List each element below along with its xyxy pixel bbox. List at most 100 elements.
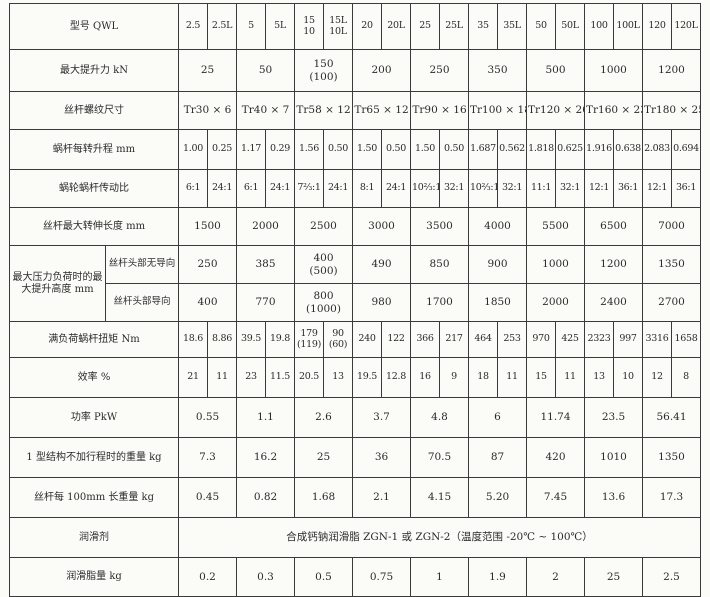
value-cell: 11 xyxy=(555,357,586,398)
value-cell: 2.083 xyxy=(642,129,673,170)
value-cell: 3000 xyxy=(352,207,412,246)
model-header: 20L xyxy=(381,3,412,50)
value-cell: 90 (60) xyxy=(323,321,354,358)
model-header: 120 xyxy=(642,3,673,50)
value-cell: 32:1 xyxy=(497,169,528,208)
table-row: 最大提升力 kN 25 50 150 (100) 200 250 350 500 1000 1200 xyxy=(8,49,702,92)
value-cell: 464 xyxy=(468,321,499,358)
value-cell: 0.29 xyxy=(265,129,296,170)
model-header: 15L 10L xyxy=(323,3,354,50)
value-cell: 8.86 xyxy=(207,321,238,358)
value-cell: 39.5 xyxy=(236,321,267,358)
value-cell: 5.20 xyxy=(468,477,528,518)
value-cell: 250 xyxy=(410,49,470,92)
table-row: 丝杆每 100mm 长重量 kg 0.45 0.82 1.68 2.1 4.15 5.20 7… xyxy=(8,477,702,518)
value-cell: 7000 xyxy=(642,207,702,246)
table-row: 丝杆最大转伸长度 mm 1500 2000 2500 3000 3500 4000 5500 6… xyxy=(8,207,702,246)
value-cell: 122 xyxy=(381,321,412,358)
value-cell: 19.5 xyxy=(352,357,383,398)
row-label: 最大压力负荷时的最大提升高度 mm xyxy=(9,245,106,322)
value-cell: 1200 xyxy=(642,49,702,92)
value-cell: 12:1 xyxy=(584,169,615,208)
table-row: 丝杆螺纹尺寸 Tr30 × 6 Tr40 × 7 Tr58 × 12 Tr65 × 12… xyxy=(8,91,702,130)
value-cell: 980 xyxy=(352,283,412,322)
value-cell: 10⅔:1 xyxy=(410,169,441,208)
value-cell: 850 xyxy=(410,245,470,284)
value-cell: 0.50 xyxy=(381,129,412,170)
sub-row-label: 丝杆头部导向 xyxy=(104,283,180,322)
value-cell: 1000 xyxy=(526,245,586,284)
value-cell: 12 xyxy=(642,357,673,398)
model-header: 35 xyxy=(468,3,499,50)
value-cell: 1.50 xyxy=(352,129,383,170)
value-cell: 1350 xyxy=(642,437,702,478)
table-row: 润滑剂 合成钙钠润滑脂 ZGN-1 或 ZGN-2（温度范围 -20℃ ~ 100… xyxy=(8,517,702,558)
value-cell: 0.5 xyxy=(294,557,354,597)
table-row: 蜗轮蜗杆传动比 6:1 24:1 6:1 24:1 7⅔:1 24:1 8:1 24:1 10⅔:… xyxy=(8,169,702,208)
value-cell: 7.45 xyxy=(526,477,586,518)
value-cell: 11.5 xyxy=(265,357,296,398)
value-cell: 87 xyxy=(468,437,528,478)
value-cell: 17.3 xyxy=(642,477,702,518)
model-header: 120L xyxy=(671,3,702,50)
value-cell: 5500 xyxy=(526,207,586,246)
value-cell: 0.2 xyxy=(178,557,238,597)
value-cell: 15 xyxy=(526,357,557,398)
value-cell: 400 xyxy=(178,283,238,322)
value-cell: 32:1 xyxy=(439,169,470,208)
value-cell: 24:1 xyxy=(207,169,238,208)
value-cell: 4000 xyxy=(468,207,528,246)
value-cell: 0.45 xyxy=(178,477,238,518)
value-cell: 1500 xyxy=(178,207,238,246)
model-header: 5 xyxy=(236,3,267,50)
value-cell: 0.82 xyxy=(236,477,296,518)
table-row: 效率 % 21 11 23 11.5 20.5 13 19.5 12.8 16 9 18 11 15 11 1… xyxy=(8,357,702,398)
table-row: 型号 QWL 2.5 2.5L 5 5L 15 10 15L 10L 20 20L 25 25L 35 35… xyxy=(8,3,702,50)
value-cell: 4.15 xyxy=(410,477,470,518)
value-cell: 1.916 xyxy=(584,129,615,170)
value-cell: 6:1 xyxy=(178,169,209,208)
value-cell: 997 xyxy=(613,321,644,358)
value-cell: 24:1 xyxy=(265,169,296,208)
value-cell: 24:1 xyxy=(381,169,412,208)
value-cell: 0.50 xyxy=(439,129,470,170)
value-cell: 10 xyxy=(613,357,644,398)
value-cell: 1.68 xyxy=(294,477,354,518)
row-label: 效率 % xyxy=(8,357,180,398)
value-cell: 200 xyxy=(352,49,412,92)
value-cell: 1.687 xyxy=(468,129,499,170)
value-cell: 1000 xyxy=(584,49,644,92)
table-row: 满负荷蜗杆扭矩 Nm 18.6 8.86 39.5 19.8 179 (119) 90 (60)… xyxy=(8,321,702,358)
value-cell: 12:1 xyxy=(642,169,673,208)
value-cell: 2323 xyxy=(584,321,615,358)
value-cell: 13 xyxy=(584,357,615,398)
value-cell: Tr65 × 12 xyxy=(352,91,412,130)
value-cell: 0.638 xyxy=(613,129,644,170)
value-cell: 1.1 xyxy=(236,397,296,438)
value-cell: 800 (1000) xyxy=(294,283,354,322)
row-label: 1 型结构不加行程时的重量 kg xyxy=(8,437,180,478)
value-cell: 1.9 xyxy=(468,557,528,597)
value-cell: Tr120 × 20 xyxy=(526,91,586,130)
value-cell: Tr180 × 25 xyxy=(642,91,702,130)
value-cell: 366 xyxy=(410,321,441,358)
row-label: 功率 PkW xyxy=(8,397,180,438)
value-cell: 253 xyxy=(497,321,528,358)
value-cell: 425 xyxy=(555,321,586,358)
value-cell: 2.6 xyxy=(294,397,354,438)
value-cell: 11.74 xyxy=(526,397,586,438)
row-label: 润滑脂量 kg xyxy=(8,557,180,597)
value-cell: 770 xyxy=(236,283,296,322)
model-header: 100L xyxy=(613,3,644,50)
value-cell: 36 xyxy=(352,437,412,478)
model-header: 20 xyxy=(352,3,383,50)
row-label: 丝杆每 100mm 长重量 kg xyxy=(8,477,180,518)
row-label: 最大提升力 kN xyxy=(8,49,180,92)
value-cell: 179 (119) xyxy=(294,321,325,358)
value-cell: 420 xyxy=(526,437,586,478)
row-label: 丝杆螺纹尺寸 xyxy=(8,91,180,130)
value-cell: 217 xyxy=(439,321,470,358)
value-cell: 385 xyxy=(236,245,296,284)
model-header: 5L xyxy=(265,3,296,50)
model-header: 15 10 xyxy=(294,3,325,50)
